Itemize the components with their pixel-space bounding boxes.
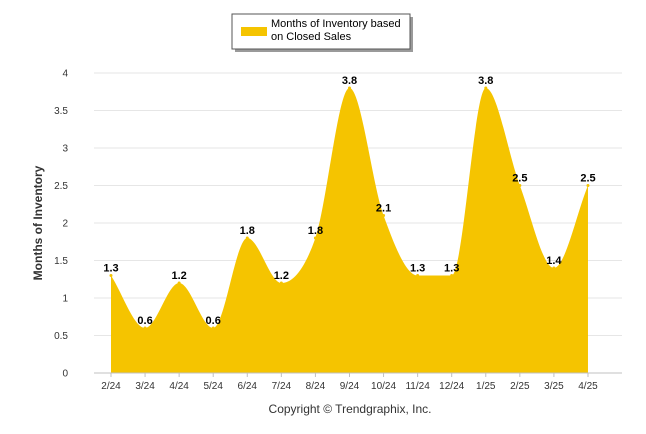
data-point [177, 281, 181, 285]
data-label: 1.8 [308, 225, 323, 237]
y-tick-labels: 0 0.5 1 1.5 2 2.5 3 3.5 4 [54, 69, 68, 380]
y-tick-label: 2 [62, 219, 68, 230]
legend[interactable]: Months of Inventory based on Closed Sale… [231, 13, 413, 52]
data-labels: 1.3 0.6 1.2 0.6 1.8 1.2 1.8 3.8 2.1 1.3 1.3 3.8 2.5 1… [103, 75, 596, 330]
data-point [484, 86, 488, 90]
x-tick-label: 11/24 [405, 381, 430, 392]
data-label: 1.4 [546, 255, 562, 267]
copyright-text: Copyright © Trendgraphix, Inc. [269, 402, 432, 416]
data-label: 3.8 [478, 75, 493, 87]
y-tick-label: 0.5 [54, 331, 68, 342]
data-point [450, 274, 454, 277]
y-tick-label: 1 [62, 294, 68, 305]
x-tick-label: 5/24 [203, 381, 223, 392]
x-tick-labels: 2/24 3/24 4/24 5/24 6/24 7/24 8/24 9/24 10/24 11/… [101, 373, 598, 392]
y-tick-label: 2.5 [54, 181, 68, 192]
data-label: 0.6 [137, 315, 152, 327]
legend-label-line-1: Months of Inventory based [271, 18, 401, 30]
data-point [109, 274, 113, 277]
x-tick-label: 1/25 [476, 381, 496, 392]
y-tick-label: 3 [62, 144, 68, 155]
data-point [143, 326, 147, 330]
data-label: 0.6 [206, 315, 221, 327]
data-label: 2.5 [512, 173, 527, 185]
data-label: 1.2 [171, 270, 186, 282]
data-label: 2.1 [376, 203, 391, 215]
data-point [313, 236, 317, 240]
data-point [211, 326, 215, 330]
legend-label-line-2: on Closed Sales [271, 31, 352, 43]
data-point [416, 274, 420, 277]
y-tick-label: 1.5 [54, 256, 68, 267]
y-tick-label: 0 [62, 369, 68, 380]
data-label: 3.8 [342, 75, 357, 87]
x-tick-label: 2/25 [510, 381, 530, 392]
x-tick-label: 4/24 [169, 381, 189, 392]
series-area-shape [111, 88, 588, 373]
x-tick-label: 10/24 [371, 381, 396, 392]
data-label: 1.3 [410, 263, 425, 275]
data-label: 1.2 [274, 270, 289, 282]
data-label: 1.3 [103, 263, 118, 275]
data-point [586, 184, 590, 187]
data-label: 1.8 [240, 225, 255, 237]
x-tick-label: 12/24 [439, 381, 464, 392]
data-point [552, 266, 556, 270]
x-tick-label: 7/24 [272, 381, 292, 392]
x-tick-label: 8/24 [306, 381, 326, 392]
data-point [382, 214, 386, 217]
y-tick-label: 3.5 [54, 106, 68, 117]
x-tick-label: 2/24 [101, 381, 121, 392]
y-tick-label: 4 [62, 69, 68, 80]
data-label: 1.3 [444, 263, 459, 275]
data-point [518, 184, 522, 187]
legend-swatch [241, 27, 267, 36]
x-tick-label: 3/25 [544, 381, 564, 392]
x-tick-label: 6/24 [238, 381, 258, 392]
data-point [347, 86, 351, 90]
y-axis-title: Months of Inventory [31, 165, 45, 280]
data-point [279, 281, 283, 285]
x-tick-label: 3/24 [135, 381, 155, 392]
series-area [111, 88, 588, 373]
data-label: 2.5 [580, 173, 595, 185]
x-tick-label: 4/25 [578, 381, 598, 392]
data-point [245, 236, 249, 240]
x-tick-label: 9/24 [340, 381, 360, 392]
